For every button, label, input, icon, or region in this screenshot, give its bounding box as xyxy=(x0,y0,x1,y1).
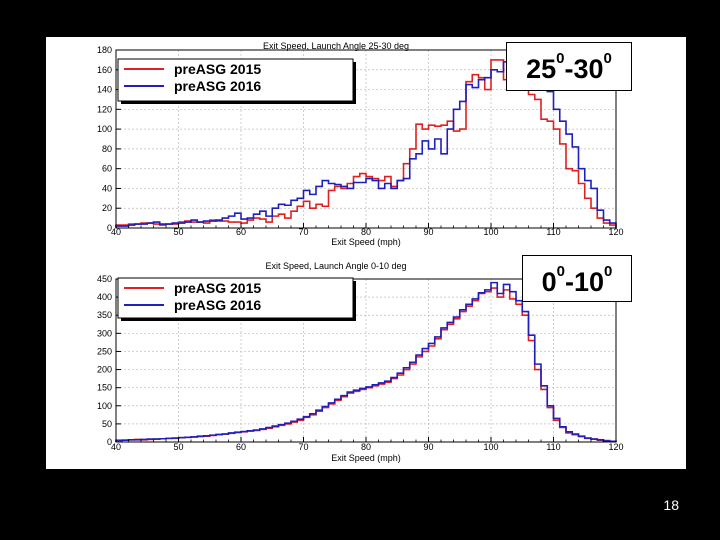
y-tick-label: 0 xyxy=(107,437,112,447)
x-tick-label: 60 xyxy=(236,442,246,452)
angle-range-end: -10 xyxy=(565,267,605,297)
y-tick-label: 350 xyxy=(97,310,112,320)
x-tick-label: 110 xyxy=(546,442,560,452)
y-tick-label: 80 xyxy=(102,144,112,154)
y-tick-label: 50 xyxy=(102,419,112,429)
x-tick-label: 40 xyxy=(111,227,121,237)
x-axis-label: Exit Speed (mph) xyxy=(331,237,401,247)
y-tick-label: 450 xyxy=(97,274,112,284)
legend-entry: preASG 2015 xyxy=(174,280,261,296)
chart-title: Exit Speed, Launch Angle 25-30 deg xyxy=(263,41,409,51)
chart-title: Exit Speed, Launch Angle 0-10 deg xyxy=(265,261,406,271)
x-tick-label: 40 xyxy=(111,442,121,452)
x-tick-label: 120 xyxy=(608,442,623,452)
slide-number: 18 xyxy=(663,497,679,513)
y-tick-label: 250 xyxy=(97,346,112,356)
y-tick-label: 200 xyxy=(97,365,112,375)
y-tick-label: 150 xyxy=(97,383,112,393)
y-tick-label: 100 xyxy=(97,124,112,134)
x-tick-label: 90 xyxy=(423,227,433,237)
y-tick-label: 20 xyxy=(102,203,112,213)
angle-range-end: -30 xyxy=(564,54,604,84)
x-tick-label: 100 xyxy=(483,227,498,237)
y-tick-label: 180 xyxy=(97,45,112,55)
x-tick-label: 50 xyxy=(173,227,183,237)
histogram-panel: 40 50 60 70 80 90 100 110 120 0 50 100 150 200 250 300 3… xyxy=(97,261,624,463)
y-tick-label: 120 xyxy=(97,104,112,114)
y-tick-label: 60 xyxy=(102,164,112,174)
x-tick-label: 80 xyxy=(361,442,371,452)
angle-range-label-bottom: 00-100 xyxy=(522,255,632,302)
y-tick-label: 140 xyxy=(97,85,112,95)
degree-mark: 0 xyxy=(556,263,565,280)
legend-entry: preASG 2016 xyxy=(174,297,261,313)
angle-range-start: 25 xyxy=(526,54,557,84)
x-tick-label: 70 xyxy=(298,442,308,452)
y-tick-label: 160 xyxy=(97,65,112,75)
legend-box xyxy=(117,58,354,102)
x-tick-label: 120 xyxy=(608,227,623,237)
y-tick-label: 0 xyxy=(107,223,112,233)
plot-canvas: 40 50 60 70 80 90 100 110 120 0 20 40 60 80 100 120 140 1… xyxy=(46,37,686,469)
degree-mark: 0 xyxy=(604,263,613,280)
y-tick-label: 100 xyxy=(97,401,112,411)
legend-box xyxy=(117,277,354,319)
x-tick-label: 50 xyxy=(173,442,183,452)
y-tick-label: 400 xyxy=(97,292,112,302)
histogram-figure: 40 50 60 70 80 90 100 110 120 0 20 40 60 80 100 120 140 1… xyxy=(97,41,624,463)
degree-mark: 0 xyxy=(603,50,612,67)
angle-range-label-top: 250-300 xyxy=(506,42,632,91)
series-line-preasg-2016 xyxy=(115,281,617,443)
x-tick-label: 90 xyxy=(423,442,433,452)
legend-entry: preASG 2016 xyxy=(174,78,261,94)
x-tick-label: 110 xyxy=(546,227,560,237)
y-tick-label: 300 xyxy=(97,328,112,338)
legend-entry: preASG 2015 xyxy=(174,61,261,77)
angle-range-start: 0 xyxy=(541,267,557,297)
x-axis-label: Exit Speed (mph) xyxy=(331,453,401,463)
x-tick-label: 70 xyxy=(298,227,308,237)
y-tick-label: 40 xyxy=(102,183,112,193)
x-tick-label: 80 xyxy=(361,227,371,237)
degree-mark: 0 xyxy=(556,50,565,67)
x-tick-label: 60 xyxy=(236,227,246,237)
x-tick-label: 100 xyxy=(483,442,498,452)
